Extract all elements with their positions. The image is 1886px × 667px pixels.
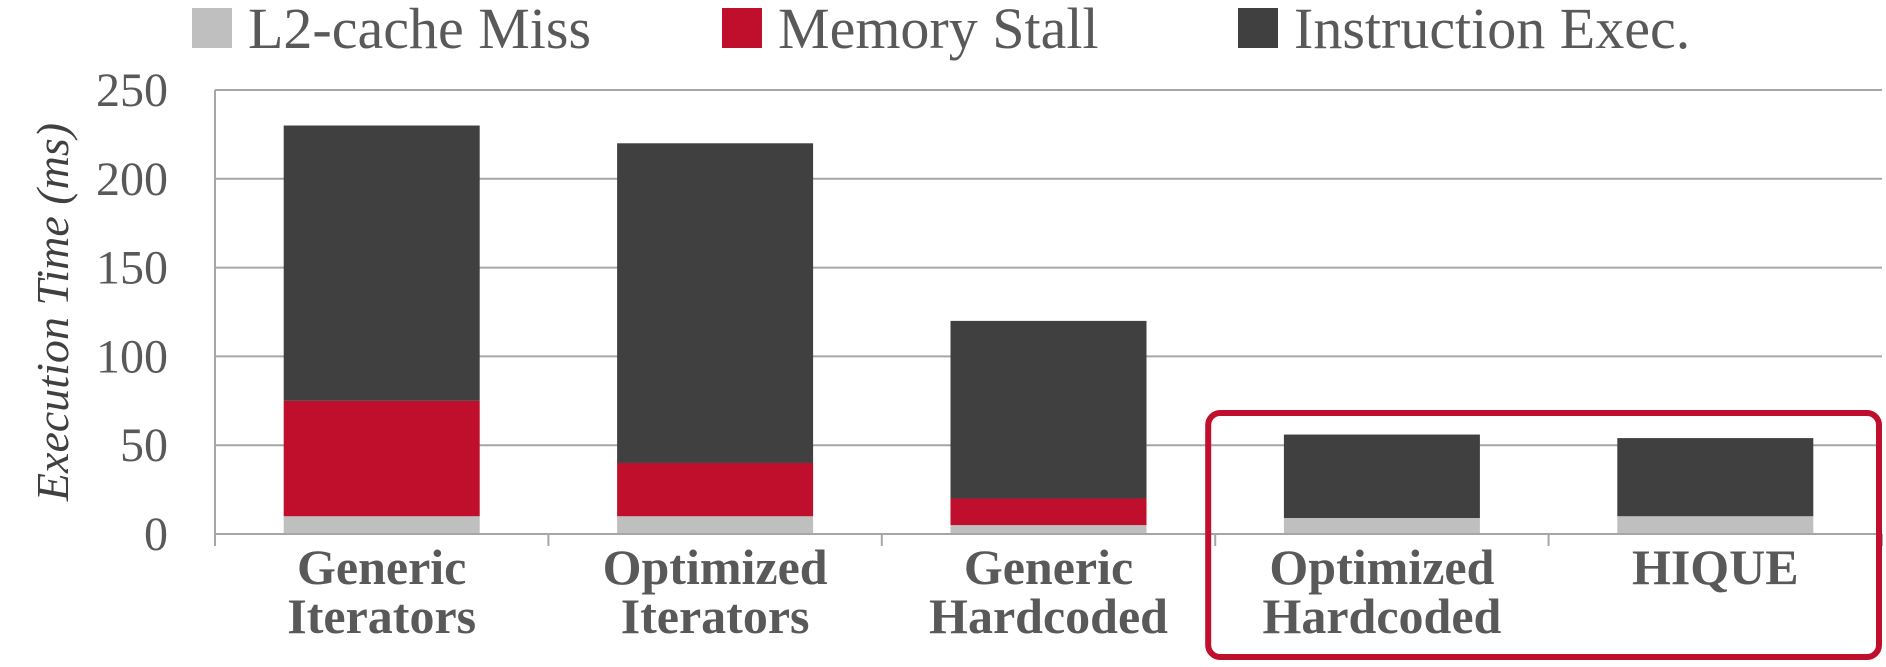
x-category-label: Generic: [297, 539, 466, 595]
legend-swatch: [192, 8, 232, 48]
legend: L2-cache Miss Memory Stall Instruction Exe…: [192, 0, 1690, 61]
bars: [283, 125, 1814, 534]
y-tick-label: 100: [96, 330, 168, 383]
bar-segment: [283, 400, 480, 517]
x-category-label: Iterators: [287, 588, 476, 644]
legend-label: Memory Stall: [778, 0, 1099, 61]
bar-segment: [283, 516, 480, 534]
y-tick-labels: 0 50 100 150 200 250: [96, 64, 168, 561]
y-tick-label: 0: [144, 508, 168, 561]
y-tick-label: 50: [120, 419, 168, 472]
y-tick-label: 200: [96, 153, 168, 206]
bar-segment: [950, 498, 1147, 526]
y-axis-label: Execution Time (ms): [27, 123, 78, 502]
bar-segment: [950, 320, 1147, 499]
y-tick-label: 250: [96, 64, 168, 117]
x-category-label: Generic: [964, 539, 1133, 595]
bar-segment: [1617, 516, 1814, 534]
y-tick-label: 150: [96, 242, 168, 295]
x-category-label: Hardcoded: [929, 588, 1168, 644]
bar-segment: [1617, 438, 1814, 517]
legend-label: Instruction Exec.: [1294, 0, 1690, 61]
bar-segment: [617, 516, 814, 534]
bar-segment: [950, 525, 1147, 534]
x-category-label: Optimized: [1269, 539, 1494, 595]
gridlines: [215, 89, 1882, 447]
bar-segment: [283, 125, 480, 401]
x-category-label: Iterators: [621, 588, 810, 644]
legend-label: L2-cache Miss: [248, 0, 591, 61]
x-category-labels: GenericIteratorsOptimizedIteratorsGeneri…: [287, 539, 1798, 644]
x-category-label: Optimized: [603, 539, 828, 595]
bar-segment: [1283, 518, 1480, 534]
legend-swatch: [1238, 8, 1278, 48]
highlight-rectangle: [1205, 410, 1882, 660]
bar-segment: [617, 143, 814, 463]
legend-swatch: [722, 8, 762, 48]
x-category-label: HIQUE: [1632, 539, 1799, 595]
bar-segment: [617, 462, 814, 517]
highlight-box: [1205, 410, 1882, 660]
bar-segment: [1283, 434, 1480, 519]
x-category-label: Hardcoded: [1262, 588, 1501, 644]
